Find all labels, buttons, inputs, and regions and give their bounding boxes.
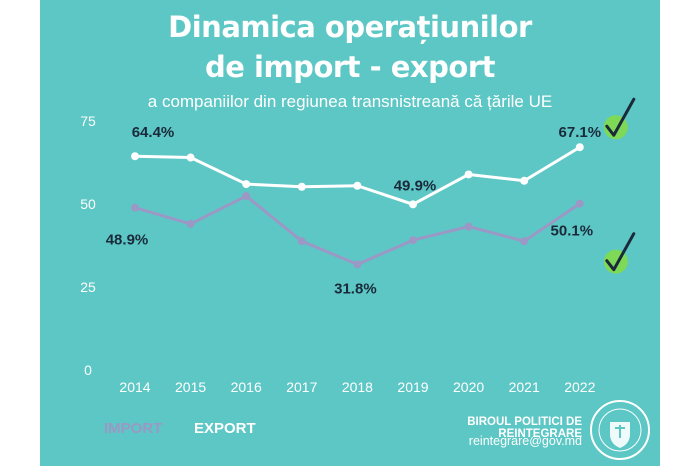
import-check-icon: [605, 232, 636, 272]
x-tick-label: 2017: [286, 379, 317, 395]
chart-subtitle: a companiilor din regiunea transnistrean…: [147, 92, 553, 111]
export-data-point: [520, 176, 529, 185]
legend-export: EXPORT: [194, 420, 256, 437]
y-tick-label: 50: [80, 196, 96, 212]
export-data-point: [353, 181, 362, 190]
contact-email: reintegrare@gov.md: [468, 434, 582, 448]
y-tick-label: 75: [80, 113, 96, 129]
data-label: 64.4%: [132, 124, 175, 141]
x-tick-label: 2018: [342, 379, 373, 395]
infographic-panel: Dinamica operațiunilor de import - expor…: [40, 0, 660, 466]
x-tick-label: 2021: [509, 379, 540, 395]
export-data-point: [242, 180, 251, 189]
export-data-point: [464, 170, 473, 179]
export-check-icon: [605, 97, 636, 137]
import-data-point: [353, 260, 362, 269]
import-data-point: [575, 199, 584, 208]
data-label: 31.8%: [334, 280, 377, 297]
x-tick-label: 2014: [119, 379, 150, 395]
import-series-line: [134, 194, 581, 266]
import-data-point: [464, 222, 473, 231]
export-data-point: [186, 153, 195, 162]
import-data-point: [186, 219, 195, 228]
organization-name: BIROUL POLITICI DE REINTEGRARE: [467, 416, 582, 440]
import-data-point: [409, 236, 417, 245]
chart-title-line-1: Dinamica operațiunilor: [168, 10, 532, 44]
legend-import: IMPORT: [104, 420, 163, 437]
export-data-point: [575, 143, 584, 152]
government-seal-logo: [590, 400, 650, 460]
export-data-point: [131, 152, 139, 161]
line-chart: 0 25 50 75 2014 2015 2016 2017 2018 2019 2020 2021 2…: [80, 97, 636, 395]
import-data-point: [242, 192, 251, 201]
import-data-point: [520, 237, 529, 246]
x-tick-label: 2020: [453, 379, 484, 395]
data-label: 67.1%: [559, 124, 602, 141]
y-tick-label: 25: [80, 279, 96, 295]
data-label: 48.9%: [106, 232, 149, 249]
chart-title-line-2: de import - export: [205, 50, 495, 84]
x-tick-label: 2022: [564, 379, 595, 395]
import-data-point: [297, 237, 306, 246]
y-tick-label: 0: [84, 362, 92, 378]
export-data-point: [297, 182, 306, 191]
x-tick-label: 2015: [175, 379, 206, 395]
import-data-point: [131, 203, 139, 212]
data-label: 50.1%: [551, 223, 594, 240]
data-label: 49.9%: [394, 177, 437, 194]
x-tick-label: 2016: [231, 379, 262, 395]
export-series-line: [134, 145, 581, 206]
x-tick-label: 2019: [397, 379, 428, 395]
export-data-point: [409, 200, 417, 209]
